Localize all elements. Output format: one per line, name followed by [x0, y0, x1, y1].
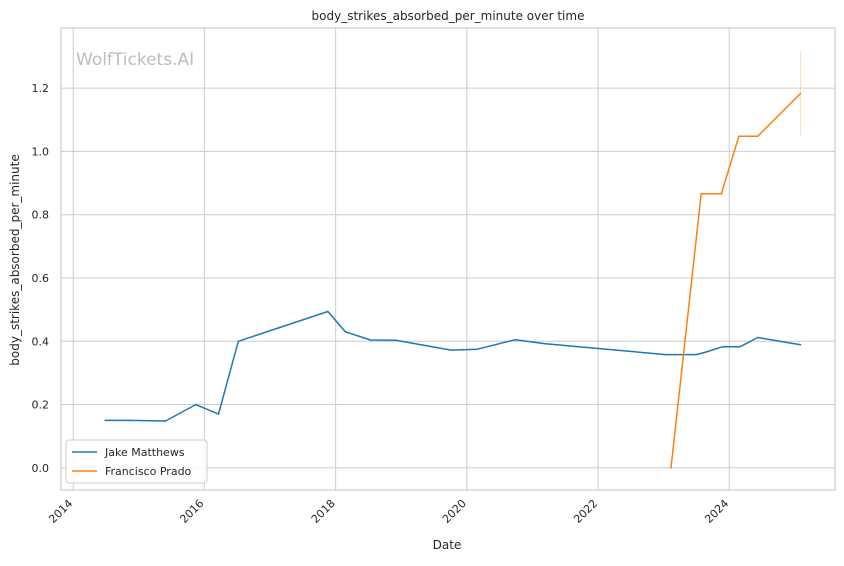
- grid: [61, 28, 835, 490]
- data-point: [756, 336, 759, 339]
- data-point: [799, 92, 802, 95]
- y-tick-label: 0.6: [32, 272, 50, 285]
- y-tick-label: 0.8: [32, 209, 50, 222]
- data-point: [327, 310, 329, 313]
- data-point: [514, 338, 517, 341]
- data-point: [476, 348, 479, 350]
- y-tick-label: 1.0: [32, 145, 50, 158]
- data-point: [104, 419, 106, 422]
- y-tick-label: 0.0: [32, 462, 50, 475]
- y-axis-label: body_strikes_absorbed_per_minute: [8, 154, 22, 365]
- plot-area-frame: [60, 27, 836, 491]
- series-0: [104, 310, 802, 422]
- data-point: [164, 420, 167, 422]
- data-point: [544, 343, 547, 345]
- y-tick-label: 1.2: [32, 82, 50, 95]
- y-tick-label: 0.2: [32, 399, 50, 412]
- data-point: [217, 413, 220, 415]
- data-point: [721, 345, 724, 348]
- series-line: [670, 92, 802, 468]
- data-point: [194, 403, 197, 406]
- legend-label: Francisco Prado: [105, 465, 192, 478]
- data-point: [665, 353, 667, 356]
- series-1: [670, 50, 802, 469]
- chart-title: body_strikes_absorbed_per_minute over ti…: [312, 9, 585, 23]
- legend-label: Jake Matthews: [104, 446, 185, 459]
- data-point: [738, 135, 740, 138]
- data-point: [720, 193, 723, 195]
- watermark: WolfTickets.AI: [76, 50, 194, 70]
- series-layer: [104, 50, 802, 469]
- legend-box: [65, 439, 208, 484]
- data-point: [237, 340, 240, 343]
- x-axis-label: Date: [433, 538, 462, 552]
- data-point: [799, 343, 802, 346]
- data-point: [700, 193, 702, 195]
- data-point: [128, 419, 130, 422]
- data-point: [344, 330, 347, 333]
- data-point: [739, 345, 741, 348]
- data-point: [395, 339, 397, 342]
- data-point: [450, 349, 452, 351]
- data-point: [670, 467, 672, 469]
- y-axis-ticks: 0.0 0.2 0.4 0.6 0.8 1.0 1.2: [32, 82, 50, 475]
- legend: Jake Matthews Francisco Prado: [65, 439, 208, 484]
- y-tick-label: 0.4: [32, 335, 50, 348]
- data-point: [756, 135, 759, 138]
- data-point: [369, 339, 372, 341]
- data-point: [705, 351, 708, 353]
- legend-items: Jake Matthews Francisco Prado: [72, 446, 192, 478]
- data-point: [695, 353, 697, 356]
